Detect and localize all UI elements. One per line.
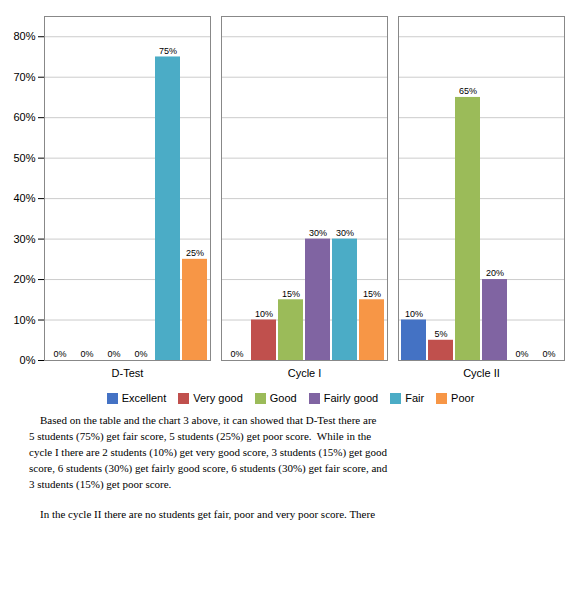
- svg-text:60%: 60%: [13, 111, 35, 123]
- svg-text:D-Test: D-Test: [112, 367, 144, 379]
- svg-text:0%: 0%: [134, 349, 147, 359]
- svg-text:75%: 75%: [159, 46, 177, 56]
- svg-text:0%: 0%: [53, 349, 66, 359]
- svg-text:15%: 15%: [282, 289, 300, 299]
- svg-text:0%: 0%: [230, 349, 243, 359]
- html-text:Excellent: Excellent: [121, 392, 167, 404]
- svg-text:25%: 25%: [186, 248, 204, 258]
- svg-text:10%: 10%: [255, 309, 273, 319]
- svg-text:0%: 0%: [20, 354, 36, 366]
- html-text:score, 6 students (30%) get fa: score, 6 students (30%) get fairly good …: [29, 462, 388, 474]
- html-text:Very good: Very good: [193, 392, 243, 404]
- html-text:Fair: Fair: [405, 392, 425, 404]
- svg-text:30%: 30%: [13, 233, 35, 245]
- svg-text:10%: 10%: [405, 309, 423, 319]
- svg-text:80%: 80%: [13, 30, 35, 42]
- svg-text:5%: 5%: [434, 329, 447, 339]
- svg-text:50%: 50%: [13, 152, 35, 164]
- svg-text:0%: 0%: [542, 349, 555, 359]
- html-text:Based on the table and the cha: Based on the table and the chart 3 above…: [29, 414, 377, 426]
- svg-text:30%: 30%: [309, 228, 327, 238]
- html-text:Fairly good: Fairly good: [323, 392, 379, 404]
- svg-text:20%: 20%: [486, 268, 504, 278]
- svg-text:0%: 0%: [80, 349, 93, 359]
- html-text:3 students (15%) get poor scor: 3 students (15%) get poor score.: [29, 478, 172, 490]
- svg-text:Cycle I: Cycle I: [288, 367, 322, 379]
- html-text:cycle I there are 2 students (: cycle I there are 2 students (10%) get v…: [29, 446, 387, 458]
- html-text:In the cycle II there are no s: In the cycle II there are no students ge…: [29, 508, 375, 520]
- svg-text:65%: 65%: [459, 86, 477, 96]
- svg-text:70%: 70%: [13, 71, 35, 83]
- svg-text:15%: 15%: [363, 289, 381, 299]
- svg-text:Cycle II: Cycle II: [463, 367, 500, 379]
- svg-text:0%: 0%: [515, 349, 528, 359]
- svg-text:0%: 0%: [107, 349, 120, 359]
- html-text:5 students (75%) get fair scor: 5 students (75%) get fair score, 5 stude…: [29, 430, 372, 442]
- html-text:Good: Good: [269, 392, 297, 404]
- svg-text:40%: 40%: [13, 192, 35, 204]
- svg-text:20%: 20%: [13, 273, 35, 285]
- svg-text:10%: 10%: [13, 314, 35, 326]
- svg-text:30%: 30%: [336, 228, 354, 238]
- html-text:Poor: Poor: [451, 392, 475, 404]
